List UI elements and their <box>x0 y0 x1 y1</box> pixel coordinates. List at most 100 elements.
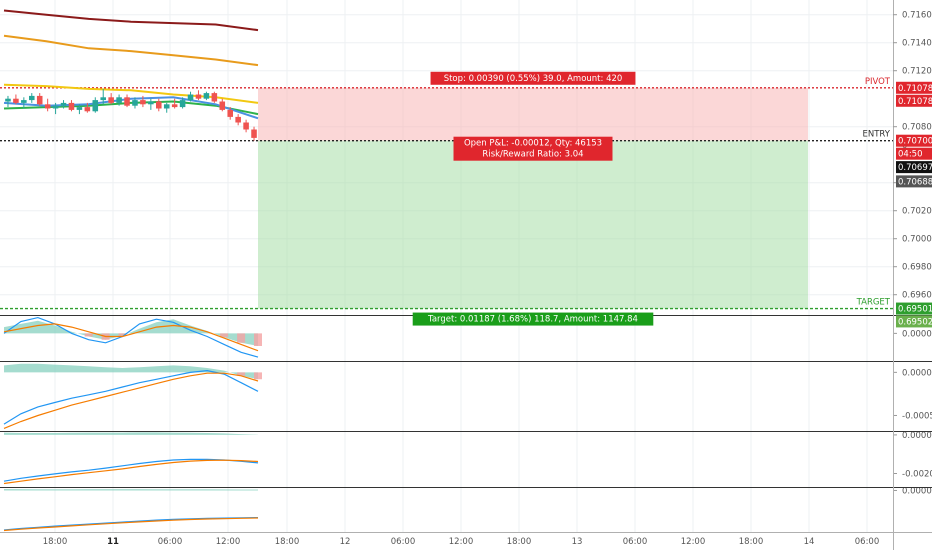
price-axis[interactable]: 0.716000.714000.712000.708000.704000.702… <box>893 11 932 328</box>
stop-label-text: Stop: 0.00390 (0.55%) 39.0, Amount: 420 <box>444 74 623 84</box>
candle-body <box>52 105 59 109</box>
target-zone <box>258 140 808 309</box>
candle-body <box>163 104 170 109</box>
target-label <box>412 312 654 326</box>
signal-line-a <box>3 316 259 358</box>
histogram-area <box>4 432 258 435</box>
time-tick-label: 12:00 <box>216 537 241 547</box>
signal-line-b <box>3 517 259 532</box>
candle-body <box>76 107 83 110</box>
candle-body <box>108 97 114 103</box>
pnl-label-text: Risk/Reward Ratio: 3.04 <box>482 150 583 160</box>
candle-body <box>203 93 210 99</box>
signal-line-b <box>3 459 259 485</box>
stop-label <box>430 71 636 85</box>
price-badge <box>896 147 932 160</box>
position-labels: PIVOT ENTRY TARGET Stop: 0.00390 (0.55%) 39… <box>412 71 891 326</box>
time-tick-label: 12:00 <box>449 537 474 547</box>
time-tick-label: 06:00 <box>158 537 183 547</box>
time-tick-label: 18:00 <box>739 537 764 547</box>
target-label-text: Target: 0.01187 (1.68%) 118.7, Amount: 1… <box>427 315 638 325</box>
time-tick-label: 06:00 <box>391 537 416 547</box>
time-axis[interactable]: 18:00 11 06:00 12:00 18:00 12 06:00 12:00 18:00 1… <box>43 537 880 547</box>
pane-tick-label: -0.0020 <box>902 469 932 479</box>
candle-body <box>116 97 122 103</box>
pnl-label-text: Open P&L: -0.00012, Qty: 46153 <box>464 139 602 149</box>
time-tick-label: 14 <box>804 537 815 547</box>
position-tool[interactable] <box>0 87 893 310</box>
candle-body <box>21 100 27 103</box>
price-badge <box>896 81 932 94</box>
signal-line-b <box>3 372 259 429</box>
price-badge <box>896 175 932 188</box>
price-badge <box>896 161 932 174</box>
histogram-area <box>4 489 258 491</box>
candle-body <box>251 129 257 138</box>
candle-body <box>187 94 194 101</box>
pane-tick-label: 0.0000 <box>902 368 932 378</box>
candle-body <box>124 97 130 106</box>
candle-body <box>140 100 146 105</box>
candle-body <box>84 107 91 112</box>
candle-body <box>227 109 233 117</box>
target-tag: TARGET <box>856 298 891 308</box>
pane-tick-label: 0.0000 <box>902 329 932 339</box>
candlesticks <box>5 88 257 141</box>
candle-body <box>171 104 178 108</box>
ma-line-2 <box>3 34 259 67</box>
signal-line-a <box>3 369 259 425</box>
candle-body <box>36 95 43 105</box>
stop-zone <box>258 87 808 141</box>
price-badge <box>896 302 932 315</box>
candle-body <box>60 102 67 106</box>
time-tick-label: 18:00 <box>507 537 532 547</box>
candle-body <box>132 100 138 106</box>
time-tick-label: 18:00 <box>275 537 300 547</box>
price-badge-label: 0.70700 <box>898 137 932 147</box>
price-badge <box>896 315 932 328</box>
time-tick-label: 12 <box>340 537 351 547</box>
candle-body <box>92 100 99 112</box>
price-badge-label: 0.70688 <box>898 177 932 187</box>
histogram-area <box>4 319 258 346</box>
candle-body <box>243 122 249 130</box>
candle-body <box>195 94 202 99</box>
price-badge-label: 0.69501 <box>898 305 932 315</box>
price-badge <box>896 134 932 147</box>
pane-tick-label: -0.0005 <box>902 411 932 421</box>
price-badge <box>896 94 932 107</box>
time-tick-label: 11 <box>107 537 119 547</box>
price-badge-label: 0.71078 <box>898 97 932 107</box>
pnl-label <box>453 136 613 161</box>
entry-tag: ENTRY <box>863 130 891 140</box>
candle-body <box>44 104 51 109</box>
candle-body <box>219 101 226 110</box>
pivot-tag: PIVOT <box>865 77 891 87</box>
candle-body <box>68 102 75 110</box>
ma-line-1 <box>3 9 259 32</box>
signal-line-b <box>3 323 259 352</box>
candle-body <box>148 101 154 105</box>
time-tick-label: 06:00 <box>623 537 648 547</box>
candle-body <box>211 93 218 102</box>
candle-body <box>235 116 241 123</box>
price-badge-label: 0.71078 <box>898 84 932 94</box>
indicator-panes: 0.0000 0.0000 -0.0005 0.0000 -0.0020 0.0000 <box>3 316 932 532</box>
price-badge-label: 04:50 <box>898 150 923 160</box>
pane-tick-label: 0.0000 <box>902 431 932 441</box>
candle-body <box>100 97 106 101</box>
candle-body <box>13 98 19 103</box>
price-badge-label: 0.70697 <box>898 163 932 173</box>
time-tick-label: 06:00 <box>855 537 880 547</box>
candle-body <box>156 101 162 109</box>
time-tick-label: 18:00 <box>43 537 68 547</box>
